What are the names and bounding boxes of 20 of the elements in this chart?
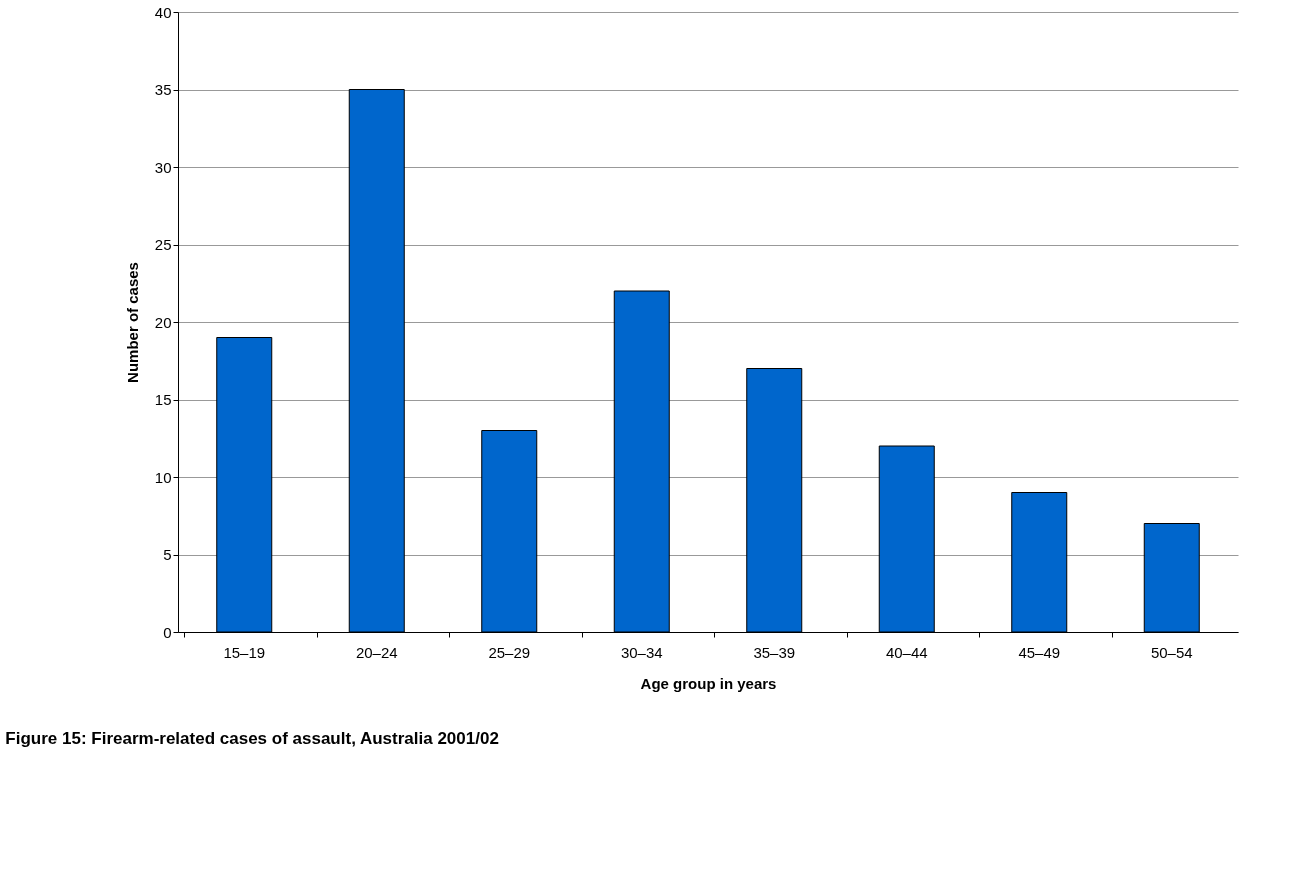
x-tick-label: 50–54 [1150, 643, 1193, 661]
y-tick-label: 5 [163, 546, 172, 563]
y-tick-label: 15 [154, 391, 172, 408]
y-tick-label: 30 [154, 158, 172, 176]
text: Figure 15: Firearm-related cases of assault, Australia 2001/02 [5, 729, 499, 748]
y-axis-title: Number of cases [123, 262, 141, 383]
x-tick-label: 25–29 [488, 643, 531, 661]
x-tick-label: 35–39 [753, 643, 796, 661]
y-tick-label: 40 [154, 3, 172, 21]
y-tick-label: 20 [154, 313, 172, 331]
x-axis-title: Age group in years [640, 674, 777, 692]
y-tick-label: 10 [154, 468, 172, 486]
y-tick-label: 35 [154, 81, 172, 98]
x-tick-label: 40–44 [885, 643, 928, 661]
x-tick-label: 45–49 [1018, 643, 1061, 661]
y-tick-label: 0 [163, 623, 172, 641]
y-tick-label: 25 [154, 236, 172, 253]
x-tick-label: 20–24 [355, 643, 398, 661]
x-tick-label: 30–34 [620, 643, 663, 661]
x-tick-label: 15–19 [223, 643, 266, 661]
